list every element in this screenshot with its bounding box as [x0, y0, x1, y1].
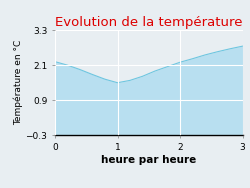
Y-axis label: Température en °C: Température en °C — [13, 40, 23, 125]
Title: Evolution de la température: Evolution de la température — [55, 16, 242, 29]
X-axis label: heure par heure: heure par heure — [101, 155, 196, 165]
